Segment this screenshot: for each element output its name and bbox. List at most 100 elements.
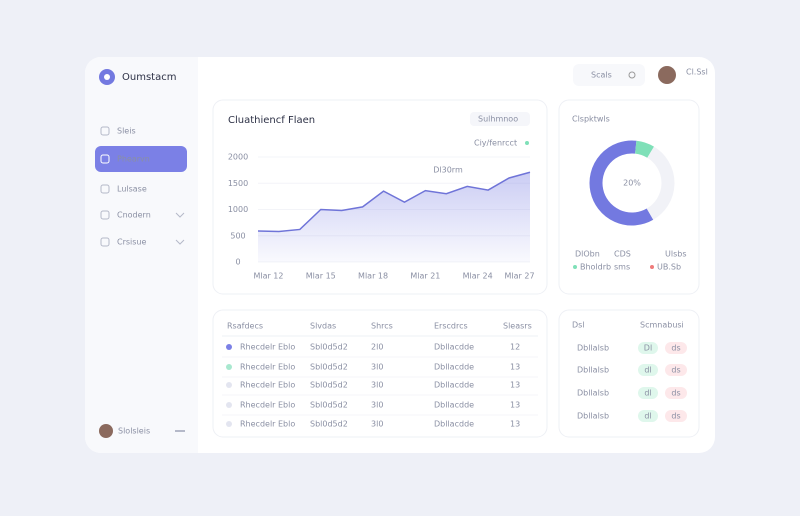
table-cell: Rhecdelr Eblo	[240, 381, 295, 390]
pill-red[interactable]	[665, 364, 687, 376]
table-cell: Sbl0d5d2	[310, 420, 348, 429]
table-cell: Sbl0d5d2	[310, 343, 348, 352]
x-tick-label: Mlar 21	[410, 272, 440, 281]
y-tick-label: 0	[235, 258, 240, 267]
nav-item[interactable]: Crsisue	[117, 238, 147, 247]
chevron	[175, 212, 185, 218]
side-label: Dbllalsb	[577, 366, 609, 375]
table-cell: Sbl0d5d2	[310, 381, 348, 390]
table-cell: 13	[510, 381, 520, 390]
legend-note: sms	[614, 263, 630, 272]
sidebar	[85, 57, 198, 453]
user-avatar	[99, 424, 113, 438]
donut-slice	[634, 140, 655, 158]
table-header: Erscdrcs	[434, 322, 468, 331]
row-dot	[226, 382, 232, 388]
table-cell: 3l0	[371, 420, 383, 429]
x-tick-label: Mlar 15	[306, 272, 336, 281]
y-tick-label: 1000	[228, 205, 248, 214]
nav-item[interactable]: Phearvn	[117, 155, 150, 164]
table-cell: Rhecdelr Eblo	[240, 363, 295, 372]
table-cell: Dbllacdde	[434, 363, 474, 372]
donut-center: 20%	[623, 179, 641, 188]
nav-icon	[100, 184, 110, 194]
pill-text: ds	[671, 366, 680, 375]
logo-dot	[104, 74, 110, 80]
y-tick-label: 2000	[228, 153, 248, 162]
table-header: Shrcs	[371, 322, 393, 331]
nav-icon	[100, 126, 110, 136]
pill-green	[638, 364, 658, 376]
row-dot	[226, 421, 232, 427]
pill-text: dl	[644, 389, 651, 398]
side-label: Dbllalsb	[577, 344, 609, 353]
pill-red[interactable]	[665, 342, 687, 354]
pill-text: ds	[671, 412, 680, 421]
donut-title: Clspktwls	[572, 115, 610, 124]
legend-label: UB.Sb	[657, 263, 681, 272]
nav-item[interactable]: Cnodern	[117, 211, 151, 220]
table-cell: 3l0	[371, 363, 383, 372]
user-name: Cl.Ssl	[686, 68, 708, 77]
legend-label: DlObn	[575, 250, 600, 259]
side-title: Dsl	[572, 321, 585, 330]
row-dot	[226, 402, 232, 408]
row-dot	[226, 344, 232, 350]
pill-text: Dl	[644, 344, 652, 353]
table-cell: 3l0	[371, 401, 383, 410]
table-cell: 13	[510, 420, 520, 429]
avatar[interactable]	[658, 66, 676, 84]
table-cell: Rhecdelr Eblo	[240, 401, 295, 410]
nav-icon	[100, 237, 110, 247]
legend-dot	[650, 265, 654, 269]
pill-red[interactable]	[665, 387, 687, 399]
nav-icon	[100, 210, 110, 220]
nav-item[interactable]: Sleis	[117, 127, 136, 136]
side-link[interactable]: Scmnabusi	[640, 321, 684, 330]
legend-note: Ulsbs	[665, 250, 687, 259]
table-header: Sleasrs	[503, 322, 532, 331]
nav-item[interactable]: Lulsase	[117, 185, 147, 194]
table-cell: Dbllacdde	[434, 381, 474, 390]
search-text: Scals	[591, 71, 612, 80]
table-cell: Dbllacdde	[434, 343, 474, 352]
table-cell: Sbl0d5d2	[310, 363, 348, 372]
x-tick-label: Mlar 12	[253, 272, 283, 281]
table-cell: 13	[510, 363, 520, 372]
pill-green	[638, 342, 658, 354]
search-icon	[628, 71, 636, 79]
table-cell: Dbllacdde	[434, 401, 474, 410]
user-menu[interactable]	[175, 430, 185, 432]
chart-title: Cluathiencf Flaen	[228, 115, 315, 126]
donut-slice	[589, 140, 654, 226]
y-tick-label: 500	[230, 231, 245, 240]
table-cell: 13	[510, 401, 520, 410]
pill-text: ds	[671, 389, 680, 398]
pill-text: dl	[644, 366, 651, 375]
x-tick-label: Mlar 24	[463, 272, 493, 281]
table-cell: 12	[510, 343, 520, 352]
nav-active	[95, 146, 187, 172]
pill-text: dl	[644, 412, 651, 421]
legend-label: Bholdrb	[580, 263, 611, 272]
pill-text: ds	[671, 344, 680, 353]
pill-red[interactable]	[665, 410, 687, 422]
legend-dot	[573, 265, 577, 269]
range-control[interactable]	[470, 112, 530, 126]
pill-green	[638, 410, 658, 422]
search[interactable]	[573, 64, 645, 86]
table-cell: Rhecdelr Eblo	[240, 343, 295, 352]
range-text: Sulhmnoo	[478, 115, 518, 124]
side-card	[558, 309, 700, 438]
legend-note: CDS	[614, 250, 631, 259]
x-tick-label: Mlar 27	[505, 272, 535, 281]
row-dot	[226, 364, 232, 370]
table-header: Slvdas	[310, 322, 336, 331]
legend-dot	[525, 141, 529, 145]
user[interactable]: Slolsleis	[118, 427, 150, 436]
chevron	[175, 239, 185, 245]
nav-icon	[100, 154, 110, 164]
side-label: Dbllalsb	[577, 389, 609, 398]
